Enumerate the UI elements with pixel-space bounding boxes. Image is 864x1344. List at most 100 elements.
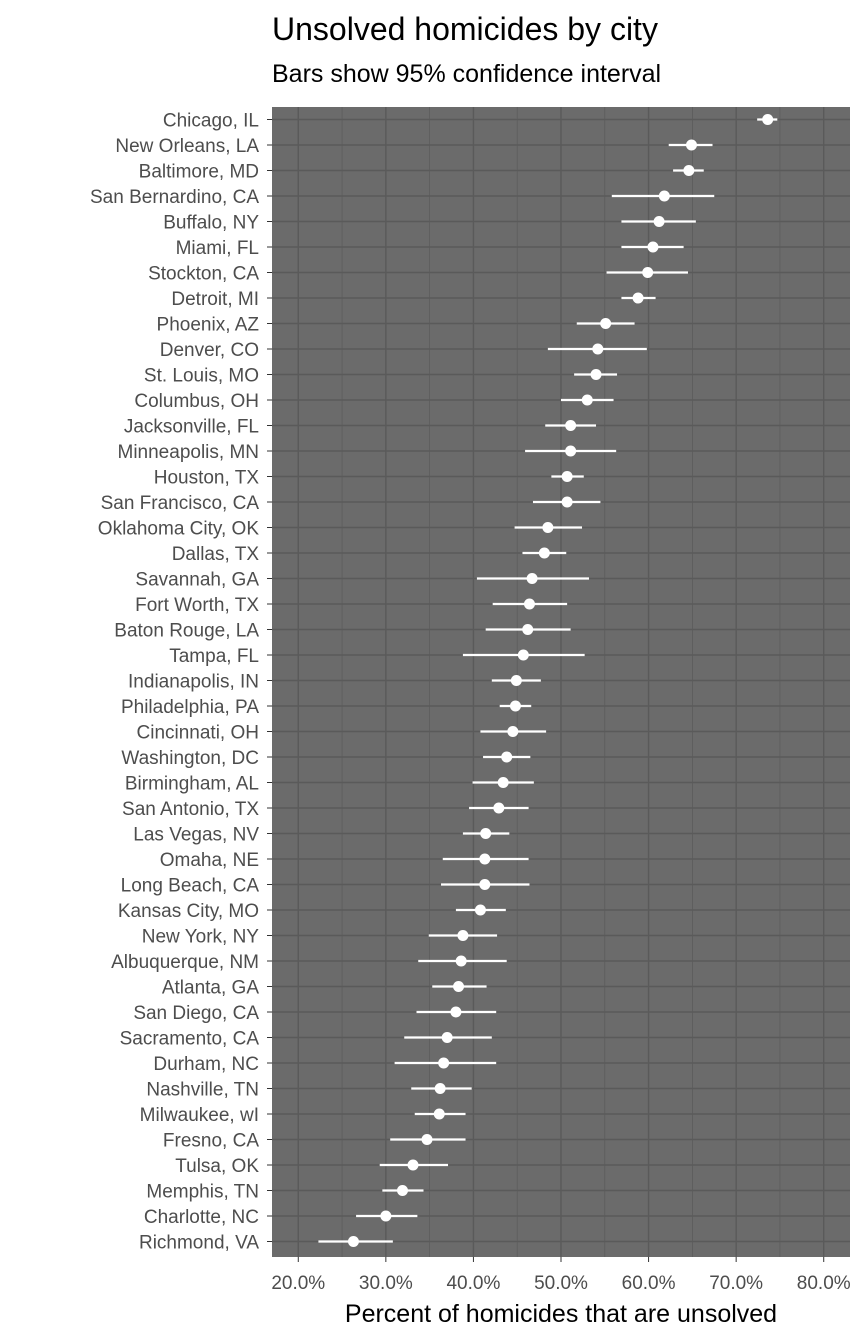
estimate-point — [453, 981, 465, 992]
chart-title: Unsolved homicides by city — [272, 11, 658, 47]
estimate-point — [561, 471, 573, 482]
estimate-point — [396, 1185, 408, 1196]
estimate-point — [474, 904, 486, 916]
city-label: Tulsa, OK — [175, 1156, 259, 1177]
city-label: New York, NY — [142, 927, 260, 948]
city-label: Durham, NC — [153, 1054, 259, 1075]
estimate-point — [493, 802, 505, 814]
estimate-point — [507, 726, 519, 737]
estimate-point — [510, 675, 522, 686]
x-axis-label: Percent of homicides that are unsolved — [345, 1300, 777, 1328]
x-tick-label: 60.0% — [622, 1273, 676, 1294]
city-label: Birmingham, AL — [125, 774, 259, 795]
estimate-point — [523, 598, 535, 610]
city-label: San Bernardino, CA — [90, 187, 259, 208]
city-label: Milwaukee, wI — [140, 1105, 259, 1126]
estimate-point — [762, 114, 774, 125]
estimate-point — [509, 700, 521, 712]
x-tick-label: 20.0% — [271, 1273, 325, 1294]
city-label: Dallas, TX — [172, 544, 260, 565]
city-label: Philadelphia, PA — [121, 697, 259, 718]
city-label: Detroit, MI — [171, 289, 259, 310]
city-label: New Orleans, LA — [115, 136, 259, 157]
x-axis: 20.0% 30.0% 40.0% 50.0% 60.0% 70.0% 80.0% — [271, 1257, 851, 1294]
x-tick-label: 40.0% — [446, 1273, 500, 1294]
estimate-point — [347, 1236, 359, 1247]
city-label: Memphis, TN — [146, 1182, 259, 1203]
estimate-point — [479, 853, 491, 865]
city-label: Fort Worth, TX — [135, 595, 259, 616]
estimate-point — [522, 624, 534, 635]
city-label: Omaha, NE — [160, 850, 259, 871]
estimate-point — [497, 777, 509, 788]
city-label: Cincinnati, OH — [137, 723, 260, 744]
city-label: Charlotte, NC — [144, 1207, 259, 1228]
estimate-point — [501, 751, 513, 763]
estimate-point — [450, 1006, 462, 1018]
city-label: Phoenix, AZ — [157, 315, 260, 336]
city-label: Albuquerque, NM — [111, 952, 259, 973]
city-label: Baton Rouge, LA — [114, 621, 259, 642]
estimate-point — [683, 165, 695, 176]
city-label: Atlanta, GA — [162, 978, 259, 999]
chart-subtitle: Bars show 95% confidence interval — [272, 60, 661, 88]
city-label: Las Vegas, NV — [133, 825, 259, 846]
estimate-point — [380, 1210, 392, 1222]
city-label: Washington, DC — [121, 748, 259, 769]
data-marks — [318, 114, 778, 1247]
city-label: Houston, TX — [154, 468, 260, 489]
x-tick-label: 50.0% — [534, 1273, 588, 1294]
estimate-point — [642, 267, 654, 278]
city-label: Richmond, VA — [139, 1233, 259, 1254]
estimate-point — [581, 394, 593, 406]
city-label: Miami, FL — [176, 238, 259, 259]
estimate-point — [479, 879, 491, 890]
estimate-point — [538, 547, 550, 559]
estimate-point — [685, 139, 697, 151]
estimate-point — [565, 420, 577, 431]
city-label: Kansas City, MO — [118, 901, 259, 922]
city-label: Buffalo, NY — [163, 213, 259, 234]
estimate-point — [632, 292, 644, 304]
city-label: Jacksonville, FL — [124, 417, 259, 438]
estimate-point — [658, 190, 670, 202]
city-label: Baltimore, MD — [139, 162, 259, 183]
estimate-point — [434, 1083, 446, 1094]
city-label: Tampa, FL — [169, 646, 259, 667]
estimate-point — [647, 241, 659, 253]
estimate-point — [438, 1057, 450, 1069]
city-label: Oklahoma City, OK — [98, 519, 260, 540]
city-label: Indianapolis, IN — [128, 672, 259, 693]
city-label: Stockton, CA — [148, 264, 259, 285]
city-label: Savannah, GA — [135, 570, 259, 591]
estimate-point — [433, 1108, 445, 1120]
city-label: Chicago, IL — [163, 111, 259, 132]
estimate-point — [590, 369, 602, 380]
city-label: Long Beach, CA — [121, 876, 260, 897]
estimate-point — [441, 1032, 453, 1043]
estimate-point — [407, 1159, 419, 1171]
city-label: Fresno, CA — [163, 1131, 259, 1152]
estimate-point — [600, 318, 612, 329]
estimate-point — [517, 649, 529, 661]
estimate-point — [542, 522, 554, 533]
estimate-point — [455, 955, 467, 967]
city-labels: Chicago, IL New Orleans, LA Baltimore, MD S… — [90, 111, 272, 1254]
city-label: Nashville, TN — [146, 1080, 259, 1101]
estimate-point — [565, 445, 577, 457]
x-tick-label: 30.0% — [359, 1273, 413, 1294]
estimate-point — [592, 343, 604, 355]
city-label: Sacramento, CA — [120, 1029, 260, 1050]
estimate-point — [561, 496, 573, 508]
estimate-point — [526, 573, 538, 584]
city-label: Columbus, OH — [134, 391, 259, 412]
estimate-point — [480, 828, 492, 839]
estimate-point — [421, 1134, 433, 1145]
city-label: San Francisco, CA — [101, 493, 260, 514]
city-label: San Antonio, TX — [122, 799, 259, 820]
x-tick-label: 70.0% — [709, 1273, 763, 1294]
city-label: St. Louis, MO — [144, 366, 259, 387]
city-label: San Diego, CA — [133, 1003, 259, 1024]
estimate-point — [457, 930, 469, 941]
